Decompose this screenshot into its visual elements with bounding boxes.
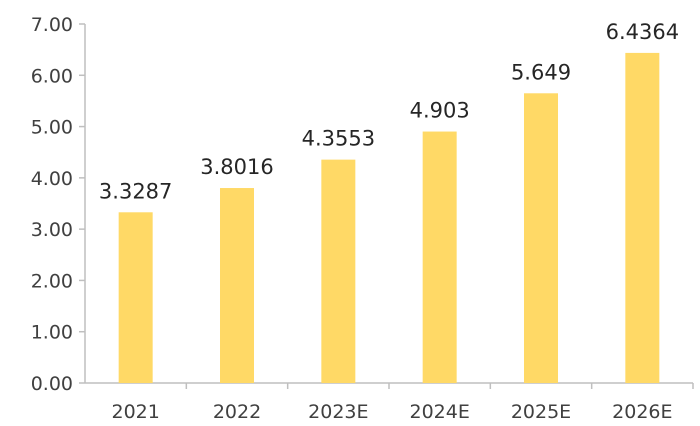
y-tick-label: 4.00	[31, 168, 73, 190]
bar-value-label: 4.3553	[302, 127, 375, 151]
bar-value-label: 5.649	[511, 60, 571, 84]
y-tick-label: 6.00	[31, 65, 73, 87]
x-tick-label: 2024E	[409, 401, 469, 423]
bar-value-label: 6.4364	[606, 20, 679, 44]
y-tick-label: 2.00	[31, 270, 73, 292]
data-labels: 3.3287 3.8016 4.3553 4.903 5.649 6.4364	[99, 20, 679, 203]
x-tick-label: 2025E	[511, 401, 571, 423]
bars	[118, 52, 660, 384]
x-tick-label: 2023E	[308, 401, 368, 423]
bar-value-label: 4.903	[410, 99, 470, 123]
y-tick-label: 3.00	[31, 219, 73, 241]
bar	[422, 131, 457, 383]
x-axis: 2021 2022 2023E 2024E 2025E 2026E	[85, 382, 694, 423]
bar	[321, 159, 356, 383]
y-axis: 0.00 1.00 2.00 3.00 4.00 5.00 6.00 7.00	[31, 14, 86, 395]
y-tick-label: 7.00	[31, 14, 73, 36]
x-tick-label: 2021	[111, 401, 159, 423]
y-tick-label: 1.00	[31, 322, 73, 344]
bar-value-label: 3.3287	[99, 179, 172, 203]
x-tick-label: 2022	[213, 401, 261, 423]
bar	[220, 188, 254, 383]
bar	[625, 52, 660, 383]
x-tick-label: 2026E	[612, 401, 672, 423]
bar	[524, 93, 558, 384]
y-tick-label: 5.00	[31, 117, 73, 139]
bar-value-label: 3.8016	[200, 155, 273, 179]
bar	[118, 212, 153, 383]
y-tick-label: 0.00	[31, 373, 73, 395]
